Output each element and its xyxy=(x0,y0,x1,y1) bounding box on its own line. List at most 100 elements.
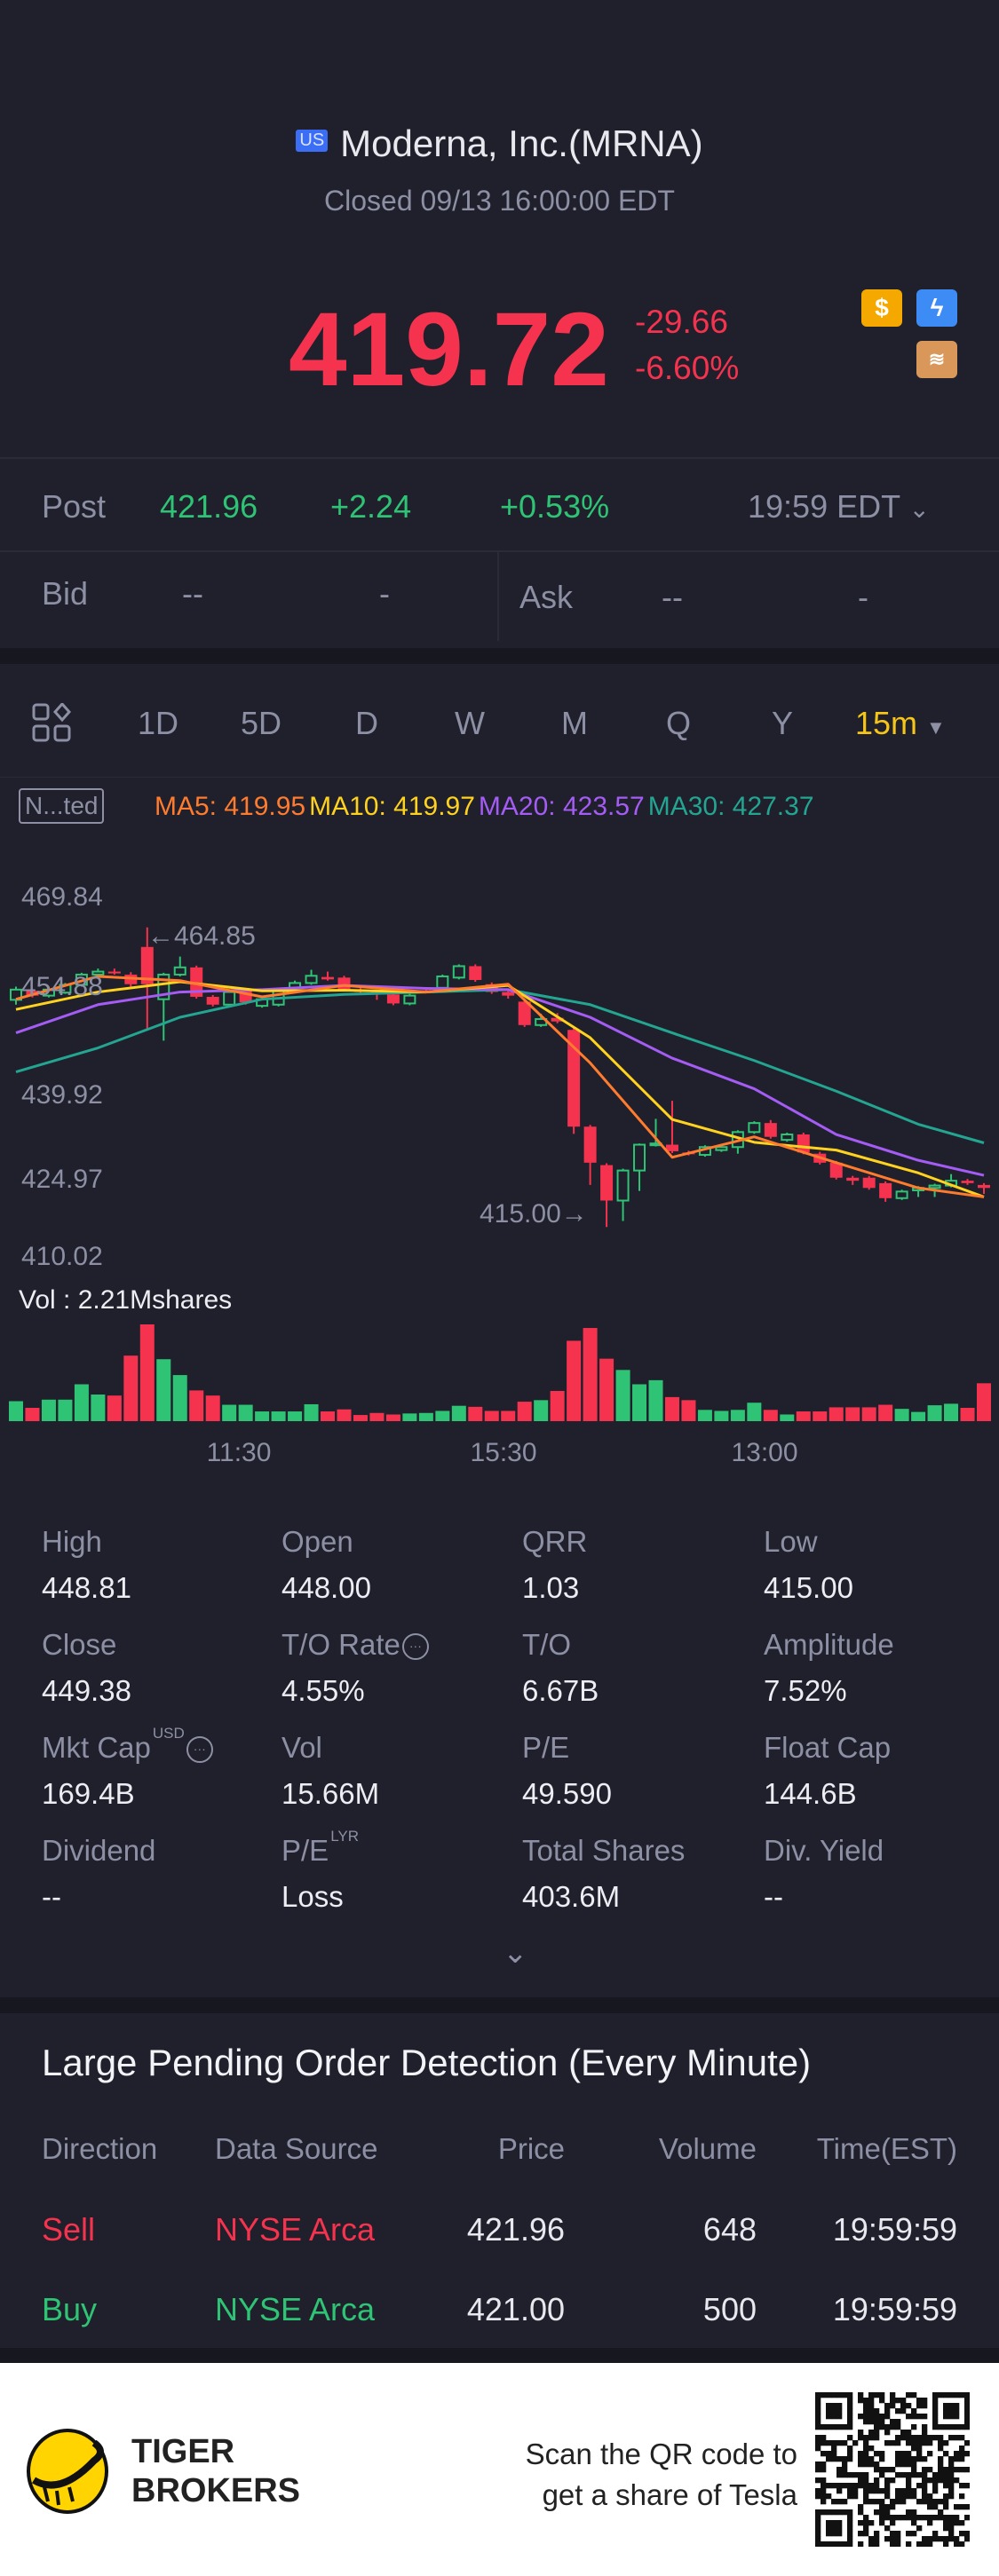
qr-module xyxy=(815,2440,821,2446)
dollar-icon[interactable]: $ xyxy=(861,289,902,327)
qr-module xyxy=(884,2440,891,2446)
volume-bar xyxy=(451,1405,466,1421)
brand-line: BROKERS xyxy=(131,2472,301,2509)
info-icon[interactable]: ··· xyxy=(186,1736,213,1764)
stat-value: 449.38 xyxy=(42,1674,131,1707)
qr-module xyxy=(938,2515,944,2521)
qr-module xyxy=(847,2509,853,2516)
stat-label: Div. Yield xyxy=(764,1834,884,1867)
qr-module xyxy=(868,2520,875,2526)
qr-module xyxy=(906,2435,912,2441)
tab-m[interactable]: M xyxy=(561,705,588,741)
tab-q[interactable]: Q xyxy=(665,705,692,741)
stat-label: Low xyxy=(764,1525,818,1558)
volume-bar xyxy=(763,1410,778,1421)
qr-module xyxy=(922,2483,928,2489)
candle-body xyxy=(206,996,219,1005)
qr-module xyxy=(847,2403,853,2409)
ma5-value: MA5: 419.95 xyxy=(155,792,306,821)
qr-module xyxy=(842,2509,848,2516)
title-text: Moderna, Inc.(MRNA) xyxy=(340,122,703,164)
qr-module xyxy=(815,2467,821,2473)
qr-module xyxy=(890,2424,896,2430)
stat-label: QRR xyxy=(522,1525,588,1558)
qr-module xyxy=(863,2440,869,2446)
candle-body xyxy=(223,991,236,1006)
expand-chevron-icon[interactable]: ⌄ xyxy=(503,1936,528,1970)
qr-module xyxy=(895,2461,901,2468)
qr-module xyxy=(831,2414,837,2420)
qr-module xyxy=(842,2392,848,2398)
qr-module xyxy=(879,2467,885,2473)
tab-1d[interactable]: 1D xyxy=(137,705,179,741)
qr-module xyxy=(959,2424,965,2430)
qr-module xyxy=(906,2493,912,2500)
x-tick: 13:00 xyxy=(731,1438,798,1467)
qr-module xyxy=(948,2525,955,2532)
qr-module xyxy=(821,2541,827,2547)
qr-module xyxy=(948,2408,955,2414)
qr-module xyxy=(831,2446,837,2452)
stat-value: -- xyxy=(764,1880,783,1913)
stat-label: High xyxy=(42,1525,102,1558)
qr-module xyxy=(858,2504,864,2510)
indicator-grid-icon[interactable] xyxy=(32,701,72,742)
x-tick: 11:30 xyxy=(206,1438,272,1467)
qr-module xyxy=(836,2467,843,2473)
qr-module xyxy=(890,2520,896,2526)
qr-module xyxy=(906,2531,912,2537)
qr-module xyxy=(927,2477,933,2484)
stat-label: Open xyxy=(281,1525,353,1558)
qr-module xyxy=(948,2435,955,2441)
volume-bar xyxy=(861,1407,876,1421)
candlestick-chart[interactable] xyxy=(0,0,999,1491)
qr-module xyxy=(900,2488,907,2494)
qr-module xyxy=(852,2440,859,2446)
qr-module xyxy=(938,2472,944,2478)
qr-module xyxy=(863,2488,869,2494)
qr-module xyxy=(858,2414,864,2420)
qr-module xyxy=(964,2451,970,2457)
y-tick: 424.97 xyxy=(21,1165,103,1194)
qr-code[interactable] xyxy=(815,2392,970,2547)
qr-module xyxy=(932,2536,939,2542)
qr-module xyxy=(847,2472,853,2478)
qr-module xyxy=(836,2541,843,2547)
post-time-dropdown[interactable]: 19:59 EDT ⌄ xyxy=(748,488,930,525)
qr-module xyxy=(874,2499,880,2505)
tab-d[interactable]: D xyxy=(355,705,378,741)
volume-bar xyxy=(435,1410,450,1421)
qr-module xyxy=(847,2451,853,2457)
qr-module xyxy=(954,2467,960,2473)
tab-5d[interactable]: 5D xyxy=(240,705,282,741)
qr-module xyxy=(922,2472,928,2478)
info-icon[interactable]: ··· xyxy=(401,1633,429,1661)
adjust-mode-button[interactable]: N...ted xyxy=(19,788,105,824)
qr-module xyxy=(922,2515,928,2521)
tab-y[interactable]: Y xyxy=(771,705,794,741)
qr-module xyxy=(815,2531,821,2537)
qr-module xyxy=(932,2435,939,2441)
qr-module xyxy=(868,2541,875,2547)
qr-module xyxy=(863,2499,869,2505)
interval-dropdown[interactable]: 15m ▼ xyxy=(855,705,946,742)
candle-body xyxy=(436,975,449,989)
qr-module xyxy=(842,2499,848,2505)
volume-bar xyxy=(648,1379,663,1421)
qr-module xyxy=(911,2435,917,2441)
lightning-icon[interactable]: ϟ xyxy=(916,289,957,327)
stat-label: Close xyxy=(42,1628,117,1661)
qr-module xyxy=(927,2435,933,2441)
qr-module xyxy=(815,2461,821,2468)
high-annotation: ←464.85 xyxy=(147,921,256,951)
volume-bar xyxy=(780,1414,795,1421)
qr-module xyxy=(821,2461,827,2468)
qr-module xyxy=(874,2483,880,2489)
tab-w[interactable]: W xyxy=(455,705,485,741)
qr-module xyxy=(922,2456,928,2462)
ma10-value: MA10: 419.97 xyxy=(309,792,475,821)
layers-icon[interactable]: ≋ xyxy=(916,341,957,378)
volume-bar xyxy=(697,1410,712,1421)
qr-module xyxy=(826,2440,832,2446)
qr-module xyxy=(852,2483,859,2489)
